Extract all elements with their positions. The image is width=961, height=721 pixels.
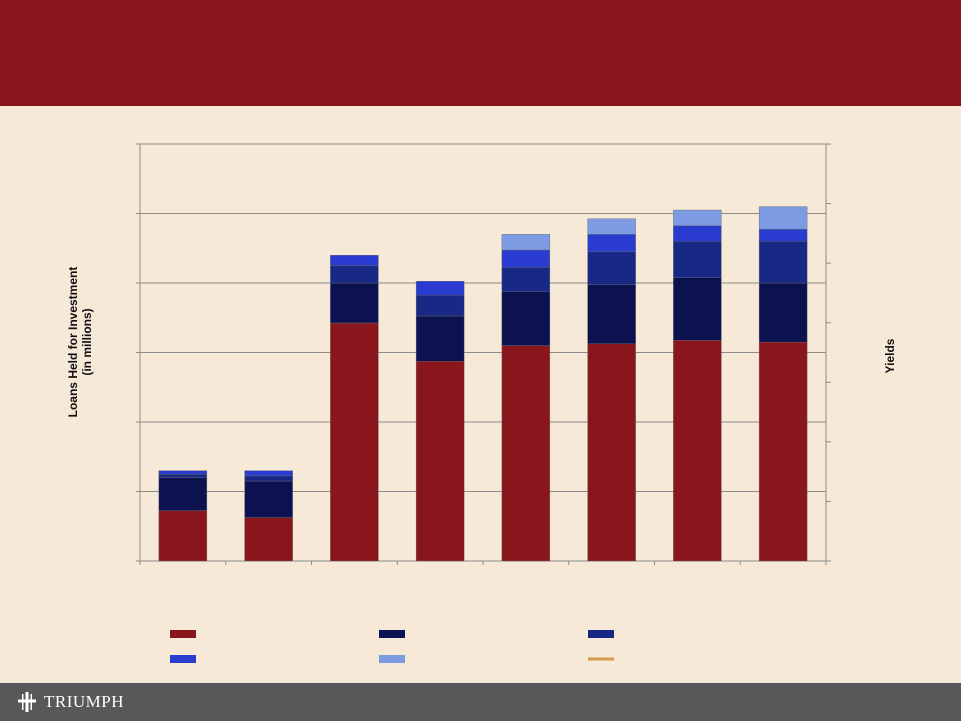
- y-axis-left-title-line2: (in millions): [80, 308, 94, 376]
- bar-segment: [758, 206, 808, 230]
- bar-segment: [673, 209, 722, 226]
- y-axis-left-title: Loans Held for Investment (in millions): [66, 267, 94, 418]
- bar-segment: [501, 249, 551, 268]
- bar-segment: [587, 218, 636, 235]
- legend-swatch: [379, 655, 405, 663]
- bar-segment: [244, 517, 293, 562]
- bar-segment: [587, 234, 636, 252]
- bar-segment: [758, 241, 808, 284]
- footer-band: [0, 683, 961, 721]
- bar-segment: [758, 341, 808, 562]
- bar-segment: [673, 225, 722, 242]
- bar-segment: [501, 234, 551, 251]
- bar-segment: [244, 470, 293, 477]
- bar-segment: [415, 294, 465, 317]
- bar-segment: [673, 277, 722, 341]
- bar-segment: [244, 475, 293, 482]
- triumph-logo: TRIUMPH: [16, 690, 124, 714]
- y-axis-left-title-line1: Loans Held for Investment: [66, 266, 80, 418]
- bar-segment: [158, 470, 208, 475]
- bar-segment: [330, 254, 379, 266]
- bar-segment: [758, 282, 808, 343]
- logo-text: TRIUMPH: [44, 692, 125, 711]
- y-axis-right-title: Yields: [883, 338, 897, 374]
- bar-segment: [415, 315, 465, 362]
- header-band: [0, 0, 961, 106]
- bar-segment: [673, 241, 722, 278]
- bar-segment: [673, 340, 722, 562]
- legend-swatch: [170, 630, 196, 638]
- bar-segment: [758, 228, 808, 242]
- cross-emblem-icon: [18, 692, 36, 712]
- bar-segment: [158, 510, 208, 562]
- bar-segment: [587, 251, 636, 285]
- legend-swatch: [170, 655, 196, 663]
- bar-segment: [415, 360, 465, 562]
- bar-segment: [244, 480, 293, 518]
- bar-segment: [415, 281, 465, 296]
- legend-swatch: [588, 630, 614, 638]
- bar-segment: [501, 345, 551, 562]
- chart: [136, 143, 831, 663]
- bar-segment: [158, 473, 208, 478]
- legend-swatch: [379, 630, 405, 638]
- bar-segment: [587, 284, 636, 345]
- bar-segment: [501, 291, 551, 346]
- bar-segment: [330, 322, 379, 562]
- bar-segment: [330, 265, 379, 284]
- bar-segment: [501, 267, 551, 292]
- bar-segment: [158, 477, 208, 511]
- bar-segment: [587, 343, 636, 562]
- bar-segment: [330, 282, 379, 324]
